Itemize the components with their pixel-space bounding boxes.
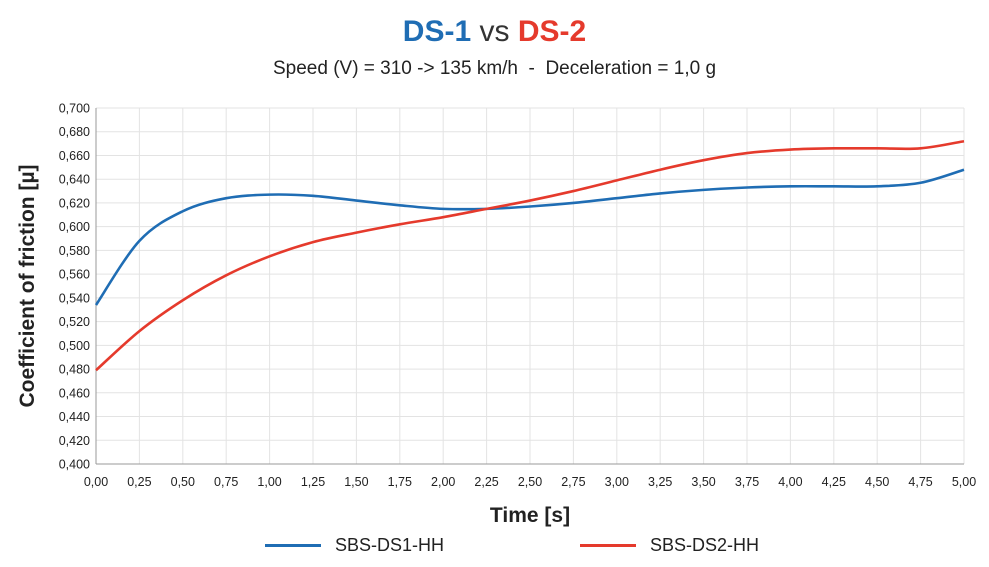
x-tick-label: 4,25 xyxy=(822,475,846,489)
legend-swatch-ds1 xyxy=(265,544,321,547)
x-tick-label: 4,00 xyxy=(778,475,802,489)
x-tick-label: 3,75 xyxy=(735,475,759,489)
y-tick-label: 0,520 xyxy=(59,315,90,329)
x-tick-label: 2,50 xyxy=(518,475,542,489)
x-tick-label: 1,25 xyxy=(301,475,325,489)
y-tick-label: 0,600 xyxy=(59,220,90,234)
x-tick-label: 2,75 xyxy=(561,475,585,489)
x-tick-label: 0,00 xyxy=(84,475,108,489)
x-tick-label: 5,00 xyxy=(952,475,976,489)
x-tick-label: 1,00 xyxy=(257,475,281,489)
y-tick-label: 0,500 xyxy=(59,339,90,353)
x-tick-label: 3,50 xyxy=(691,475,715,489)
legend-label-ds1: SBS-DS1-HH xyxy=(335,535,445,555)
legend-label-ds2: SBS-DS2-HH xyxy=(650,535,760,555)
y-tick-label: 0,700 xyxy=(59,102,90,116)
x-tick-label: 3,00 xyxy=(605,475,629,489)
y-tick-label: 0,440 xyxy=(59,410,90,424)
x-axis-label: Time [s] xyxy=(490,504,570,527)
x-tick-label: 1,75 xyxy=(388,475,412,489)
x-tick-label: 1,50 xyxy=(344,475,368,489)
y-tick-label: 0,480 xyxy=(59,363,90,377)
y-tick-label: 0,400 xyxy=(59,458,90,472)
legend-swatch-ds2 xyxy=(580,544,636,547)
series-line-ds2 xyxy=(95,139,965,372)
y-tick-label: 0,460 xyxy=(59,386,90,400)
x-tick-label: 2,25 xyxy=(474,475,498,489)
y-tick-label: 0,420 xyxy=(59,434,90,448)
x-tick-label: 2,00 xyxy=(431,475,455,489)
x-tick-label: 0,50 xyxy=(171,475,195,489)
y-tick-label: 0,580 xyxy=(59,244,90,258)
x-tick-label: 4,75 xyxy=(908,475,932,489)
legend-item-ds1: SBS-DS1-HH xyxy=(265,535,444,556)
chart-subtitle: Speed (V) = 310 -> 135 km/h - Decelerati… xyxy=(272,58,717,79)
y-tick-label: 0,540 xyxy=(59,291,90,305)
chart-title: DS-1 vs DS-2 xyxy=(0,14,989,50)
x-tick-label: 4,50 xyxy=(865,475,889,489)
title-ds1: DS-1 xyxy=(402,15,472,48)
series-line-ds1 xyxy=(94,168,965,306)
y-axis-label: Coefficient of friction [µ] xyxy=(16,164,39,407)
y-tick-label: 0,560 xyxy=(59,268,90,282)
y-tick-label: 0,680 xyxy=(59,125,90,139)
y-tick-label: 0,640 xyxy=(59,173,90,187)
title-ds2: DS-2 xyxy=(517,15,587,48)
y-tick-label: 0,620 xyxy=(59,196,90,210)
legend-item-ds2: SBS-DS2-HH xyxy=(580,535,759,556)
x-tick-label: 0,25 xyxy=(127,475,151,489)
x-tick-label: 0,75 xyxy=(214,475,238,489)
x-tick-label: 3,25 xyxy=(648,475,672,489)
chart-legend: SBS-DS1-HH SBS-DS2-HH xyxy=(0,535,989,561)
y-tick-label: 0,660 xyxy=(59,149,90,163)
title-vs: vs xyxy=(479,15,510,48)
